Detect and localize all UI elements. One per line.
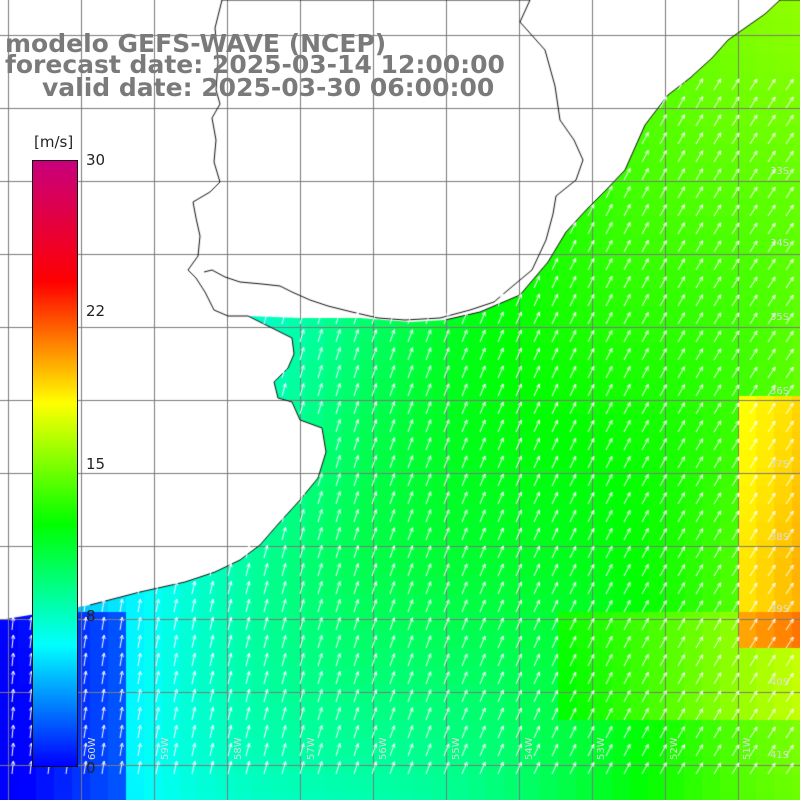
lat-label: 33S (770, 166, 790, 177)
lon-label: 51W (742, 737, 753, 760)
lat-label: 37S (770, 459, 790, 470)
lon-label: 54W (524, 737, 535, 760)
colorbar-tick: 30 (86, 151, 106, 169)
lat-label: 39S (770, 604, 790, 615)
colorbar-tick: 0 (86, 759, 96, 777)
colorbar-unit: [m/s] (34, 133, 74, 151)
forecast-date: forecast date: 2025-03-14 12:00:00 (5, 50, 505, 79)
colorbar-tick: 15 (86, 455, 106, 473)
lat-label: 34S (770, 238, 790, 249)
lon-label: 53W (596, 737, 607, 760)
lon-label: 55W (451, 737, 462, 760)
model-title: modelo GEFS-WAVE (NCEP) (5, 29, 387, 58)
lat-label: 41S (770, 750, 790, 761)
lat-label: 40S (770, 677, 790, 688)
lon-label: 56W (378, 737, 389, 760)
colorbar-tick: 8 (86, 607, 96, 625)
valid-date: valid date: 2025-03-30 06:00:00 (42, 73, 495, 102)
lat-label: 35S (770, 312, 790, 323)
lon-label: 52W (669, 737, 680, 760)
lon-label: 57W (306, 737, 317, 760)
colorbar (32, 160, 78, 767)
lat-label: 38S (770, 532, 790, 543)
lon-label: 60W (87, 737, 98, 760)
lat-label: 36S (770, 386, 790, 397)
lon-label: 58W (233, 737, 244, 760)
lon-label: 59W (160, 737, 171, 760)
colorbar-tick: 22 (86, 302, 106, 320)
